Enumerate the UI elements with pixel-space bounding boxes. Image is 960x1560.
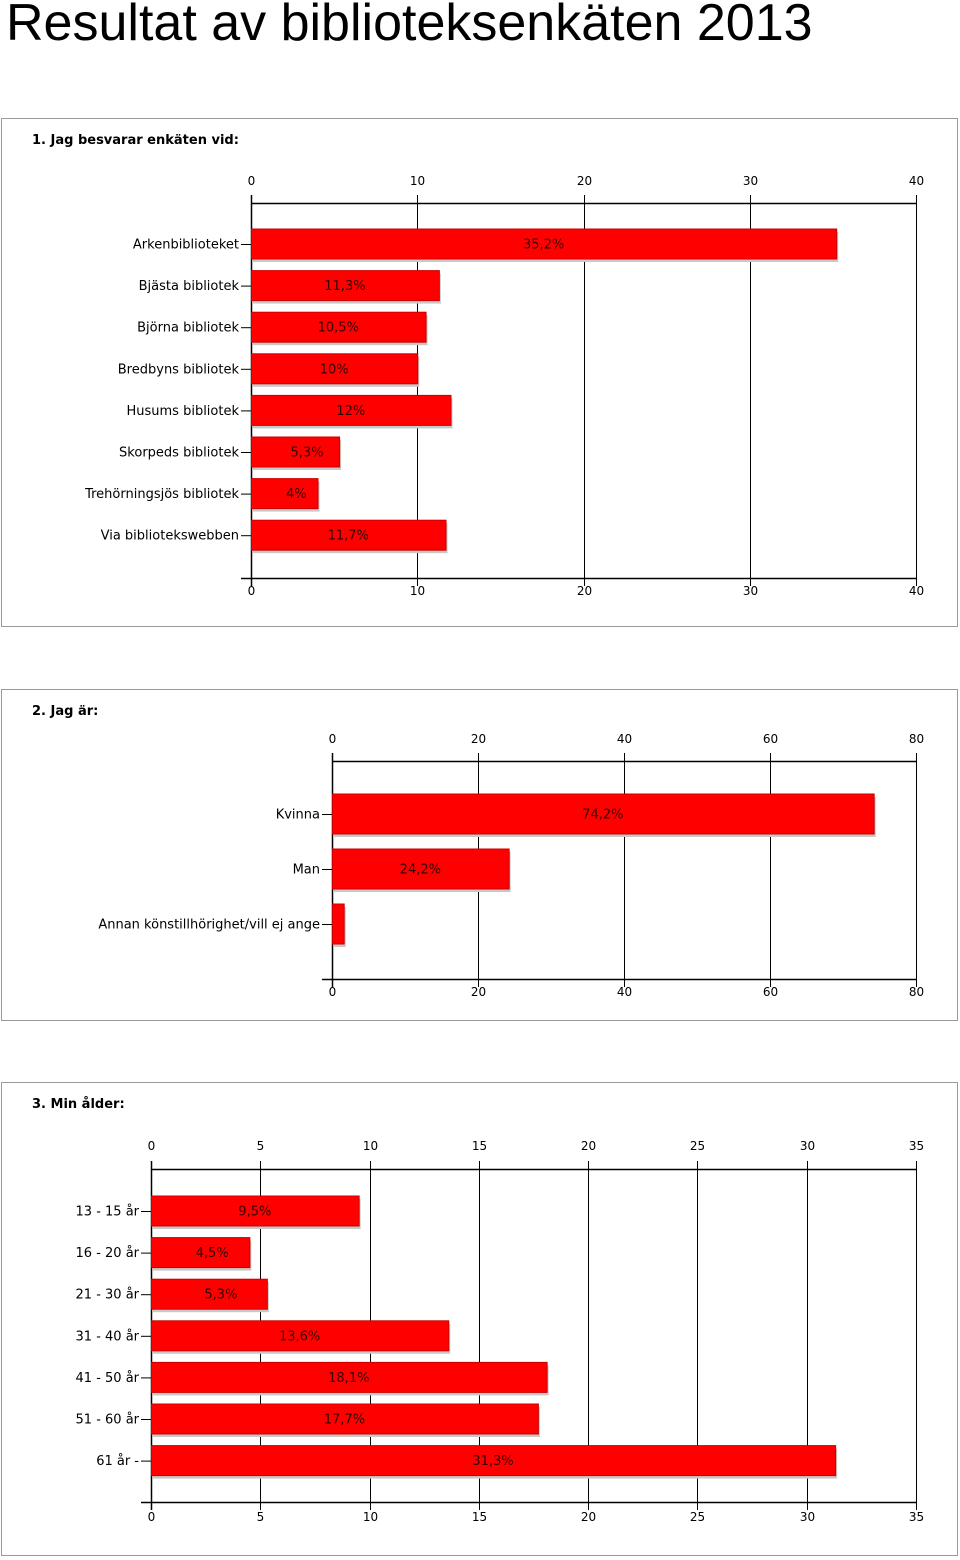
tick-label-bottom: 10	[363, 1510, 378, 1524]
category-label: Husums bibliotek	[126, 404, 239, 419]
chart-gender: 0 0 20 20 40 40 60 60 80 80 Kvinna 74,2% Man 24,2% Ann…	[2, 690, 959, 1022]
tick-label-bottom: 40	[909, 584, 924, 598]
tick-label-top: 35	[909, 1139, 924, 1153]
tick-label-top: 20	[577, 174, 592, 188]
category-label: Trehörningsjös bibliotek	[84, 487, 239, 502]
tick-label-bottom: 25	[690, 1510, 705, 1524]
category-label: Annan könstillhörighet/vill ej ange	[98, 918, 320, 933]
value-label: 18,1%	[328, 1371, 369, 1386]
tick-label-bottom: 40	[617, 985, 632, 999]
value-label: 4%	[286, 487, 307, 502]
bar	[333, 904, 345, 944]
value-label: 74,2%	[582, 808, 623, 823]
value-label: 24,2%	[400, 863, 441, 878]
value-label: 4,5%	[196, 1246, 229, 1261]
category-label: 61 år -	[96, 1454, 139, 1469]
chart-panel-library: 1. Jag besvarar enkäten vid: 0 0 10 10 20 20 3…	[1, 118, 958, 627]
tick-label-top: 30	[800, 1139, 815, 1153]
page-title: Resultat av biblioteksenkäten 2013	[6, 0, 813, 54]
value-label: 11,3%	[324, 279, 365, 294]
tick-label-top: 80	[909, 732, 924, 746]
tick-label-bottom: 60	[763, 985, 778, 999]
tick-label-bottom: 20	[577, 584, 592, 598]
value-label: 35,2%	[523, 238, 564, 253]
tick-label-bottom: 10	[410, 584, 425, 598]
chart-panel-age: 3. Min ålder: 0 0 5 5 10 10 15 15 20 20 25 25 30 30 35…	[1, 1082, 958, 1556]
tick-label-bottom: 30	[800, 1510, 815, 1524]
tick-label-top: 0	[329, 732, 337, 746]
tick-label-bottom: 0	[329, 985, 337, 999]
category-label: 16 - 20 år	[76, 1246, 140, 1261]
chart-age: 0 0 5 5 10 10 15 15 20 20 25 25 30 30 35 35 13 - 15 år 9,…	[2, 1083, 959, 1557]
category-label: Kvinna	[276, 808, 320, 823]
value-label: 11,7%	[328, 529, 369, 544]
tick-label-top: 20	[581, 1139, 596, 1153]
tick-label-bottom: 35	[909, 1510, 924, 1524]
tick-label-top: 0	[148, 1139, 156, 1153]
value-label: 13,6%	[279, 1329, 320, 1344]
chart-panel-gender: 2. Jag är: 0 0 20 20 40 40 60 60 80 80 Kvinna 74,2%…	[1, 689, 958, 1021]
value-label: 31,3%	[472, 1454, 513, 1469]
tick-label-top: 40	[617, 732, 632, 746]
tick-label-top: 40	[909, 174, 924, 188]
category-label: Björna bibliotek	[137, 321, 239, 336]
category-label: Man	[293, 863, 320, 878]
value-label: 5,3%	[204, 1288, 237, 1303]
tick-label-top: 30	[743, 174, 758, 188]
category-label: Bjästa bibliotek	[139, 279, 240, 294]
value-label: 10,5%	[318, 321, 359, 336]
tick-label-bottom: 15	[472, 1510, 487, 1524]
tick-label-top: 25	[690, 1139, 705, 1153]
tick-label-bottom: 20	[581, 1510, 596, 1524]
category-label: 13 - 15 år	[76, 1205, 140, 1220]
value-label: 10%	[320, 362, 349, 377]
category-label: Via bibliotekswebben	[101, 529, 239, 544]
category-label: Bredbyns bibliotek	[118, 362, 240, 377]
tick-label-bottom: 80	[909, 985, 924, 999]
tick-label-bottom: 5	[257, 1510, 265, 1524]
category-label: Arkenbiblioteket	[133, 238, 239, 253]
tick-label-top: 10	[363, 1139, 378, 1153]
category-label: 21 - 30 år	[76, 1288, 140, 1303]
value-label: 5,3%	[291, 446, 324, 461]
category-label: 41 - 50 år	[76, 1371, 140, 1386]
value-label: 9,5%	[238, 1205, 271, 1220]
tick-label-top: 10	[410, 174, 425, 188]
tick-label-top: 0	[248, 174, 256, 188]
tick-label-top: 15	[472, 1139, 487, 1153]
tick-label-top: 5	[257, 1139, 265, 1153]
category-label: 31 - 40 år	[76, 1329, 140, 1344]
value-label: 12%	[336, 404, 365, 419]
category-label: Skorpeds bibliotek	[119, 446, 239, 461]
tick-label-bottom: 0	[248, 584, 256, 598]
bar	[252, 479, 319, 509]
tick-label-bottom: 30	[743, 584, 758, 598]
tick-label-top: 60	[763, 732, 778, 746]
tick-label-top: 20	[471, 732, 486, 746]
category-label: 51 - 60 år	[76, 1413, 140, 1428]
value-label: 17,7%	[324, 1413, 365, 1428]
tick-label-bottom: 0	[148, 1510, 156, 1524]
tick-label-bottom: 20	[471, 985, 486, 999]
chart-library-visits: 0 0 10 10 20 20 30 30 40 40 Arkenbiblioteket 35,2% B…	[2, 119, 959, 628]
